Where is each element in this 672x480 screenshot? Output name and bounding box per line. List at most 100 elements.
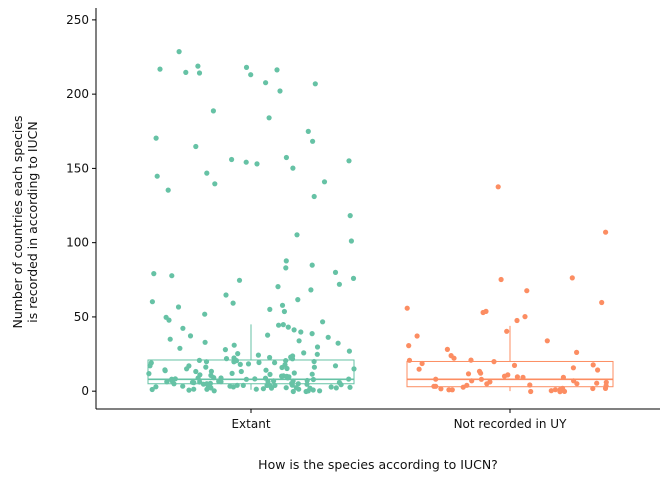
data-point — [267, 306, 273, 312]
data-point — [202, 339, 208, 345]
data-point — [304, 377, 310, 384]
data-point — [314, 351, 320, 357]
data-point — [283, 154, 289, 161]
data-point — [296, 386, 302, 392]
data-point — [438, 386, 444, 392]
data-point — [147, 363, 153, 369]
data-point — [184, 366, 190, 372]
data-point — [303, 388, 309, 395]
data-point — [171, 381, 177, 387]
data-point — [298, 329, 304, 335]
data-point — [153, 384, 159, 390]
data-point — [338, 382, 344, 388]
data-point — [187, 333, 194, 339]
data-point — [312, 81, 318, 87]
data-point — [603, 229, 609, 235]
data-point — [223, 292, 229, 298]
data-point — [280, 373, 286, 379]
data-point — [590, 385, 596, 392]
data-point — [280, 322, 286, 328]
y-tick-label: 100 — [66, 236, 89, 250]
data-point — [204, 170, 210, 176]
data-point — [301, 350, 307, 356]
data-point — [279, 302, 286, 308]
data-point — [478, 370, 484, 376]
data-point — [211, 388, 217, 394]
data-point — [524, 288, 530, 294]
data-point — [548, 388, 554, 394]
data-point — [557, 389, 563, 395]
data-point — [256, 359, 262, 366]
data-point — [230, 384, 236, 390]
data-point — [291, 327, 297, 333]
data-point — [165, 187, 171, 193]
data-point — [243, 64, 250, 70]
data-point — [267, 354, 273, 361]
data-point — [166, 317, 172, 323]
data-point — [167, 336, 173, 342]
data-point — [594, 380, 600, 386]
data-point — [328, 384, 334, 390]
data-point — [149, 299, 155, 305]
data-point — [290, 388, 296, 395]
data-point — [255, 352, 261, 358]
data-point — [406, 357, 413, 363]
data-point — [162, 368, 168, 374]
data-point — [346, 348, 352, 354]
data-point — [309, 331, 315, 337]
data-point — [332, 269, 339, 275]
data-point — [335, 340, 341, 346]
data-point — [290, 165, 296, 171]
data-point — [235, 351, 241, 357]
data-point — [451, 355, 457, 361]
data-point — [240, 382, 246, 388]
data-point — [574, 349, 580, 355]
data-point — [276, 322, 282, 328]
data-point — [243, 159, 249, 165]
data-point — [289, 356, 296, 362]
axes: 0 50 100 150 200 250 Extant Not recorded in UY — [66, 13, 567, 431]
data-point — [284, 365, 290, 372]
data-point — [277, 88, 283, 94]
data-point — [211, 375, 217, 381]
data-point — [229, 156, 235, 163]
data-point — [146, 371, 152, 377]
data-point — [193, 368, 199, 375]
data-point — [310, 376, 316, 383]
data-point — [260, 386, 266, 392]
data-point — [243, 376, 249, 382]
data-point — [416, 366, 422, 372]
data-point — [274, 67, 280, 73]
data-point — [469, 378, 475, 384]
data-point — [203, 359, 210, 365]
data-point — [272, 360, 278, 366]
data-point — [263, 80, 269, 86]
data-point — [406, 343, 412, 349]
data-point — [275, 284, 281, 290]
data-point — [180, 325, 186, 331]
data-point — [311, 364, 317, 370]
data-point — [433, 376, 439, 382]
y-tick-label: 200 — [66, 87, 89, 101]
data-point — [208, 368, 214, 374]
data-point — [304, 381, 310, 387]
data-point — [263, 367, 269, 373]
data-point — [528, 388, 534, 395]
data-point — [283, 385, 289, 391]
data-point — [283, 358, 289, 364]
data-point — [283, 258, 289, 264]
data-point — [310, 387, 316, 393]
y-axis-title: Number of countries each species is reco… — [10, 115, 40, 328]
y-axis-title-line-1: Number of countries each species — [10, 115, 25, 328]
data-point — [202, 311, 208, 317]
data-point — [191, 380, 197, 386]
data-point — [295, 381, 301, 387]
data-point — [265, 332, 271, 338]
data-point — [501, 373, 508, 379]
data-point — [560, 374, 567, 380]
y-tick-label: 0 — [81, 384, 89, 398]
data-point — [266, 115, 272, 121]
data-point — [285, 324, 291, 330]
data-point — [544, 338, 550, 344]
data-point — [153, 135, 159, 141]
